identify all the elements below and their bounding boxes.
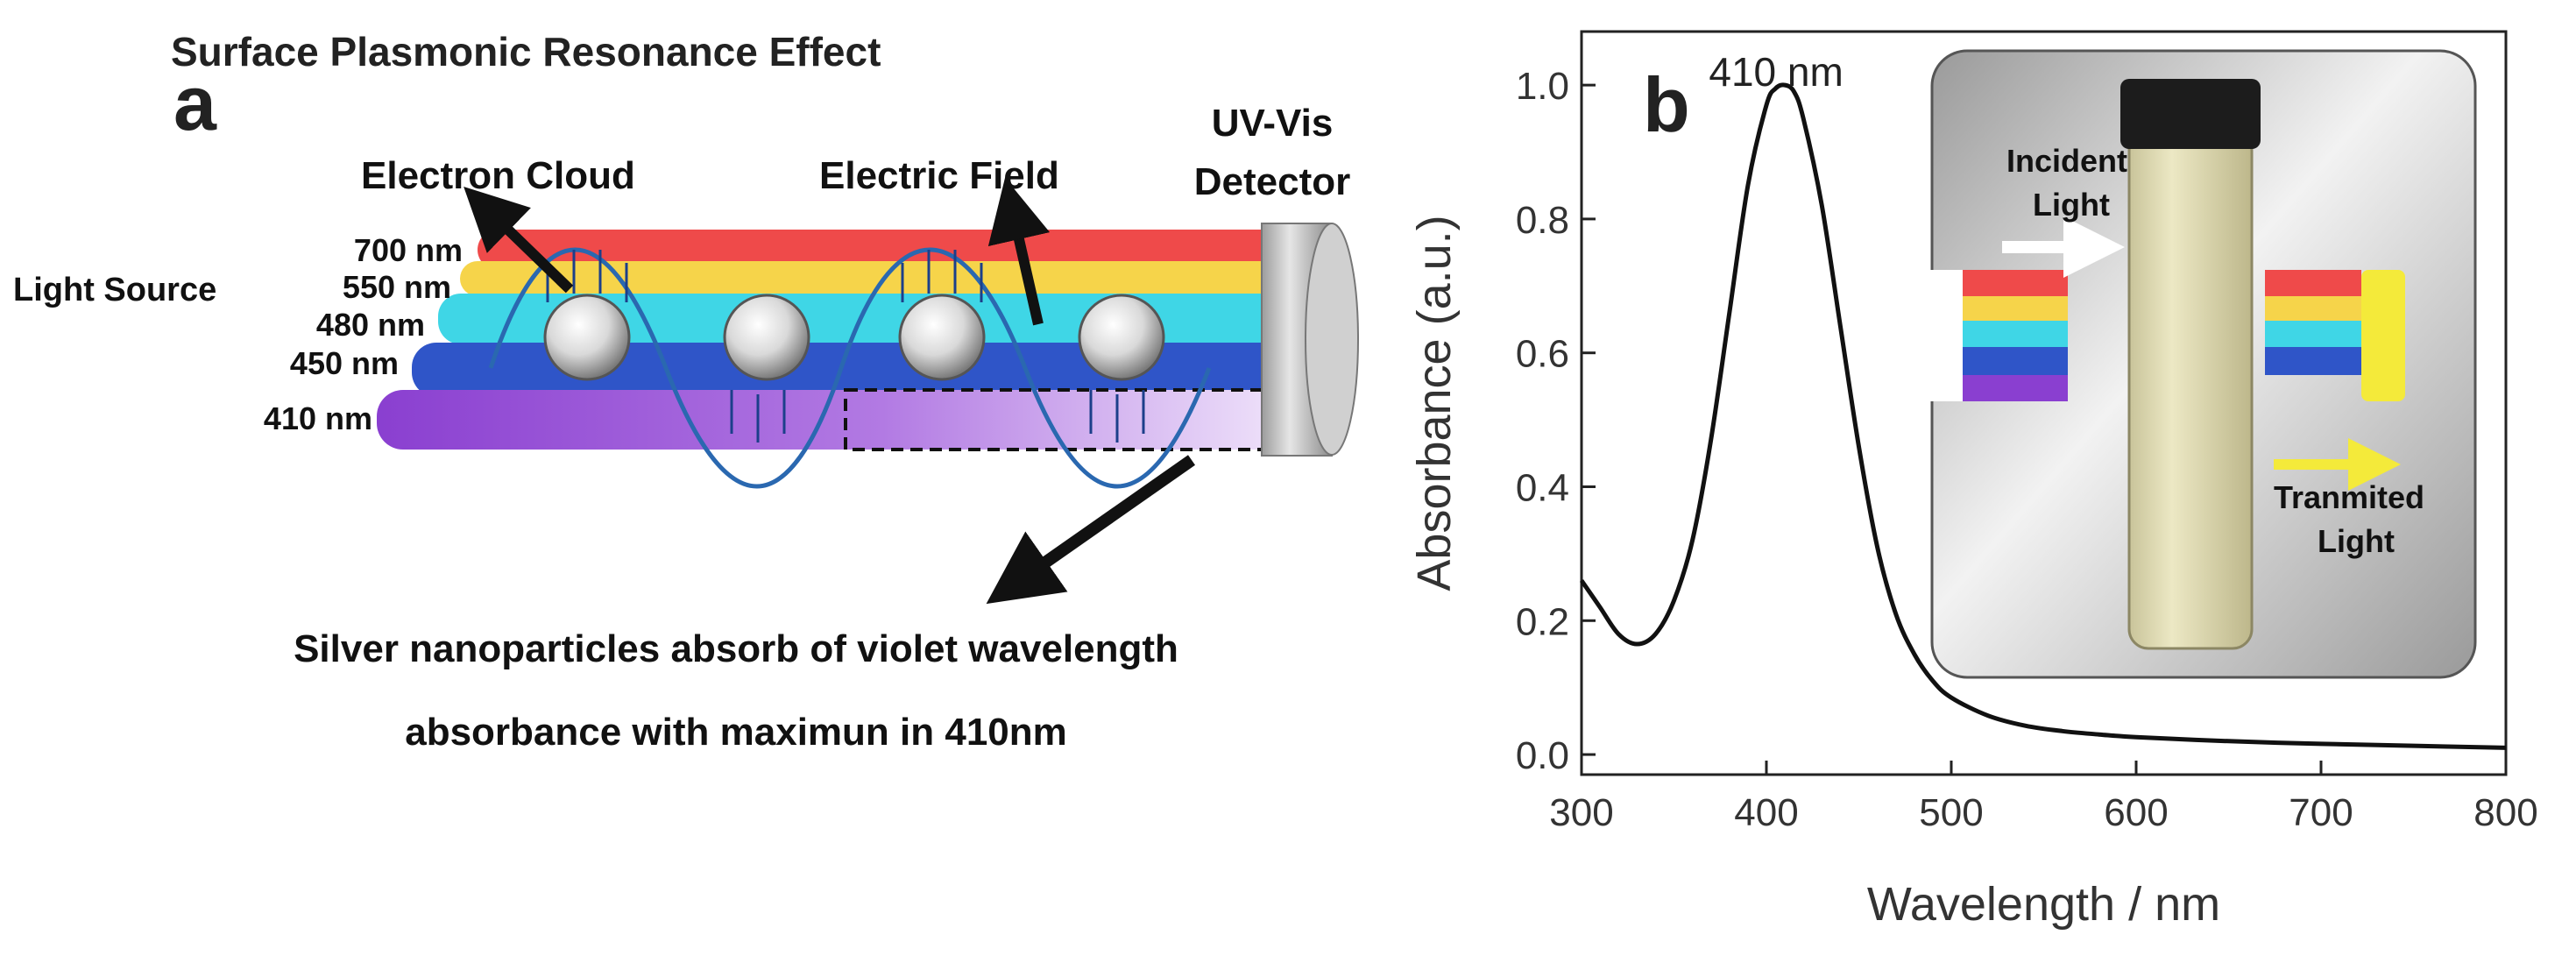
incident-beam bbox=[1928, 270, 2068, 401]
panel-letter-b: b bbox=[1643, 61, 1690, 148]
nanoparticle-2 bbox=[723, 294, 810, 381]
incident-label-line2: Light bbox=[2033, 187, 2110, 223]
nanoparticle-1 bbox=[543, 294, 631, 381]
peak-annotation: 410 nm bbox=[1709, 49, 1843, 95]
nanoparticle-4 bbox=[1078, 294, 1165, 381]
caption-line1: Silver nanoparticles absorb of violet wa… bbox=[294, 627, 1178, 670]
electric-field-label: Electric Field bbox=[819, 154, 1059, 197]
caption-line2: absorbance with maximun in 410nm bbox=[405, 711, 1067, 754]
absorption-pointer bbox=[986, 455, 1196, 605]
absorbance-series-line bbox=[1579, 82, 2507, 750]
x-tick-label: 400 bbox=[1734, 791, 1798, 834]
wavelength-labels: 700 nm 550 nm 480 nm 450 nm 410 nm bbox=[264, 232, 463, 436]
vial-inset: Incident Light Tranmited Light bbox=[1928, 49, 2477, 679]
panel-b: 0.0 0.2 0.4 0.6 0.8 1.0 300 400 500 600 700 800 bbox=[1402, 0, 2576, 956]
beam-700nm bbox=[478, 230, 1297, 270]
transmitted-beam bbox=[2265, 270, 2405, 401]
x-tick-label: 500 bbox=[1919, 791, 1983, 834]
y-tick-label: 0.2 bbox=[1516, 600, 1569, 643]
nanoparticles bbox=[543, 294, 1165, 381]
absorbance-chart: 0.0 0.2 0.4 0.6 0.8 1.0 300 400 500 600 700 800 bbox=[1408, 30, 2538, 931]
vial-body bbox=[2127, 130, 2254, 650]
electric-field-pointer bbox=[987, 177, 1051, 326]
x-tick-label: 700 bbox=[2289, 791, 2353, 834]
spr-diagram: Surface Plasmonic Resonance Effect a bbox=[13, 29, 1359, 754]
x-tick-label: 300 bbox=[1549, 791, 1613, 834]
wavelength-700: 700 nm bbox=[354, 232, 463, 268]
y-tick-label: 1.0 bbox=[1516, 65, 1569, 108]
vial-cap bbox=[2120, 79, 2261, 149]
x-tick-label: 800 bbox=[2473, 791, 2537, 834]
transmitted-label-line2: Light bbox=[2318, 523, 2395, 559]
light-source-label: Light Source bbox=[13, 272, 216, 308]
x-axis-ticks: 300 400 500 600 700 800 bbox=[1549, 761, 2538, 834]
y-tick-label: 0.6 bbox=[1516, 333, 1569, 376]
wavelength-450: 450 nm bbox=[290, 345, 399, 381]
electric-field-wave bbox=[488, 247, 1212, 489]
y-axis-ticks: 0.0 0.2 0.4 0.6 0.8 1.0 bbox=[1516, 65, 1596, 777]
plot-frame bbox=[1580, 30, 2508, 776]
electron-cloud-pointer bbox=[464, 186, 574, 294]
incident-label-line1: Incident bbox=[2006, 143, 2127, 179]
panel-a: Surface Plasmonic Resonance Effect a bbox=[13, 29, 1359, 754]
x-axis-label: Wavelength / nm bbox=[1867, 878, 2220, 931]
y-tick-label: 0.8 bbox=[1516, 199, 1569, 242]
detector-label-line2: Detector bbox=[1194, 160, 1351, 203]
transmitted-label-line1: Tranmited bbox=[2274, 479, 2424, 515]
y-tick-label: 0.4 bbox=[1516, 466, 1569, 509]
beam-410nm bbox=[377, 390, 1297, 450]
beam-450nm bbox=[412, 343, 1297, 397]
uv-vis-detector bbox=[1261, 223, 1359, 457]
wavelength-550: 550 nm bbox=[343, 269, 451, 305]
electron-cloud-label: Electron Cloud bbox=[361, 154, 635, 197]
electron-cloud-arrows bbox=[546, 250, 1145, 443]
x-tick-label: 600 bbox=[2104, 791, 2168, 834]
diagram-title: Surface Plasmonic Resonance Effect bbox=[171, 29, 881, 74]
beam-550nm bbox=[460, 261, 1297, 296]
detector-label-line1: UV-Vis bbox=[1212, 102, 1334, 145]
y-tick-label: 0.0 bbox=[1516, 734, 1569, 777]
wavelength-410: 410 nm bbox=[264, 400, 372, 436]
wavelength-480: 480 nm bbox=[316, 307, 425, 343]
nanoparticle-3 bbox=[898, 294, 986, 381]
y-axis-label: Absorbance (a.u.) bbox=[1408, 215, 1461, 591]
panel-letter-a: a bbox=[173, 60, 217, 146]
